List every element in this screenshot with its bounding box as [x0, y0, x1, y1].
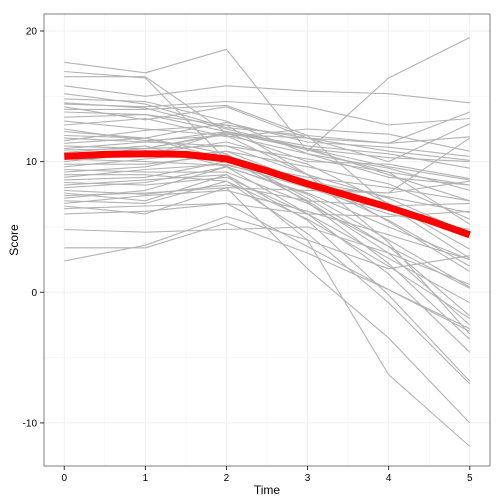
y-tick-label: 10	[26, 157, 38, 168]
mean-trend-line	[64, 150, 471, 239]
individual-series-line	[64, 150, 470, 267]
x-axis-title: Time	[254, 483, 281, 497]
individual-series-line	[64, 120, 470, 191]
individual-series-line	[64, 163, 470, 231]
individual-series-line	[64, 180, 471, 385]
individual-series-line	[64, 141, 470, 235]
x-axis-ticks: 0 1 2 3 4 5	[61, 466, 473, 484]
individual-series-line	[64, 111, 470, 225]
individual-series-line	[64, 202, 470, 218]
x-tick-label: 3	[305, 473, 311, 484]
individual-series-line	[64, 154, 470, 289]
individual-series-line	[64, 132, 470, 180]
individual-series-line	[64, 117, 470, 152]
individual-series-line	[64, 124, 470, 161]
individual-series-line	[64, 166, 470, 261]
individual-series-line	[64, 131, 470, 169]
x-tick-label: 4	[386, 473, 392, 484]
x-tick-label: 1	[143, 473, 149, 484]
individual-series-line	[64, 145, 470, 186]
y-tick-label: -10	[23, 418, 38, 429]
individual-series-line	[64, 166, 471, 353]
y-axis-title: Score	[7, 224, 21, 256]
plot-panel-border	[43, 13, 491, 467]
individual-series-line	[64, 145, 470, 288]
individual-series-line	[64, 100, 470, 126]
individual-series-line	[64, 37, 470, 152]
individual-series-line	[64, 180, 470, 197]
x-tick-label: 2	[224, 473, 230, 484]
individual-series-line	[64, 121, 470, 157]
individual-series-line	[64, 174, 470, 319]
individual-series-line	[64, 133, 470, 151]
individual-series-line	[64, 176, 470, 304]
y-tick-label: 20	[26, 26, 38, 37]
individual-series-line	[64, 189, 470, 261]
individual-series-line	[64, 106, 470, 163]
individual-series-line	[64, 215, 470, 270]
y-tick-label: 0	[31, 288, 37, 299]
x-tick-label: 5	[467, 473, 473, 484]
individual-series-line	[64, 137, 471, 340]
x-tick-label: 0	[61, 473, 67, 484]
individual-series-line	[64, 174, 471, 382]
y-axis-ticks: -10 0 10 20	[23, 26, 44, 429]
individual-series-line	[64, 85, 470, 104]
